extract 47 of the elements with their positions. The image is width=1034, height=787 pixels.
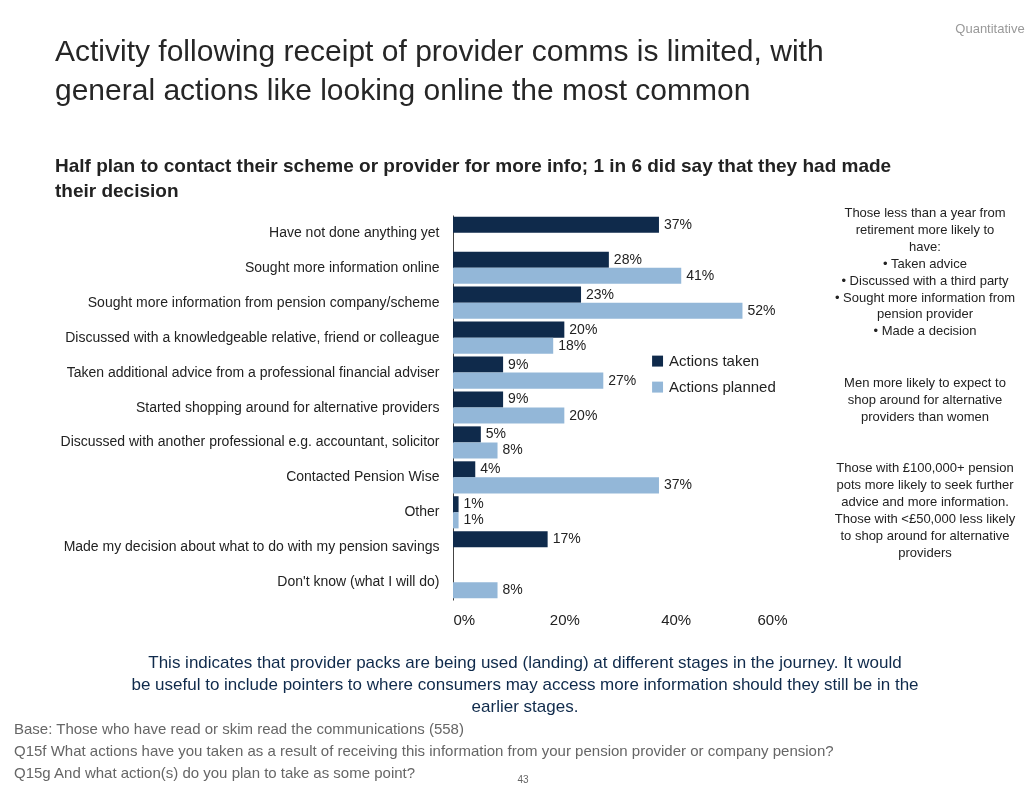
- data-label: 1%: [463, 511, 484, 528]
- data-label: 18%: [558, 336, 587, 353]
- text: This indicates that provider packs are being used (landing) at different stages in the journey. It would be useful to include pointers to where consumers may access more information should they still be in the earlier stages.: [131, 653, 919, 717]
- text: Quantitative: [955, 21, 1025, 36]
- data-label: 20%: [569, 320, 598, 337]
- data-label: 5%: [485, 425, 507, 442]
- x-tick-label: 40%: [661, 610, 692, 628]
- data-label: 37%: [663, 476, 692, 493]
- text: Those less than a year from retirement more likely to have: • Taken advice • Discussed with a third party • Sought more information from pension provider • Made a decision: [834, 205, 1016, 339]
- data-label: 9%: [508, 355, 529, 372]
- x-tick-label: 20%: [549, 610, 580, 628]
- y-tick-label: Made my decision about what to do with my pension savings: [63, 538, 440, 555]
- text: Q15g And what action(s) do you plan to take as some point?: [14, 764, 416, 781]
- data-label: 41%: [686, 266, 715, 283]
- text: 43: [517, 774, 529, 785]
- y-tick-label: Don't know (what I will do): [277, 573, 440, 590]
- data-label: 52%: [747, 301, 776, 318]
- text: Those with £100,000+ pension pots more likely to seek further advice and more information. Those with <£50,000 less likely to shop around for alternative providers: [834, 460, 1016, 560]
- data-label: 4%: [480, 460, 501, 477]
- data-label: 8%: [502, 581, 523, 598]
- y-tick-label: Taken additional advice from a professional financial adviser: [66, 363, 440, 380]
- y-tick-label: Sought more information online: [244, 258, 440, 275]
- y-tick-label: Discussed with a knowledgeable relative, friend or colleague: [65, 328, 440, 345]
- text: Men more likely to expect to shop around for alternative providers than women: [844, 375, 1006, 424]
- y-tick-label: Have not done anything yet: [269, 223, 440, 240]
- data-label: 8%: [502, 441, 523, 458]
- y-tick-label: Contacted Pension Wise: [286, 468, 440, 485]
- data-label: 20%: [569, 406, 598, 423]
- text: Base: Those who have read or skim read the communications (558): [14, 720, 464, 737]
- y-tick-label: Other: [404, 503, 440, 520]
- data-label: 9%: [508, 390, 529, 407]
- text: Q15f What actions have you taken as a result of receiving this information from your pension provider or company pension?: [14, 742, 834, 759]
- data-label: 17%: [552, 530, 581, 547]
- y-tick-label: Started shopping around for alternative providers: [135, 398, 440, 415]
- chart-title: Activity following receipt of provider comms is limited, with general actions like looking online the most common: [55, 34, 824, 106]
- data-label: 28%: [613, 250, 642, 267]
- data-label: 37%: [663, 215, 692, 232]
- y-tick-label: Discussed with another professional e.g. accountant, solicitor: [60, 433, 440, 450]
- x-tick-label: 60%: [757, 610, 788, 628]
- y-tick-label: Sought more information from pension company/scheme: [87, 293, 440, 310]
- legend-label: Actions taken: [669, 352, 760, 370]
- legend-label: Actions planned: [669, 378, 776, 396]
- x-tick-label: 0%: [453, 610, 476, 628]
- data-label: 23%: [586, 285, 615, 302]
- chart-subtitle: Half plan to contact their scheme or provider for more info; 1 in 6 did say that they had made their decision: [55, 155, 892, 201]
- data-label: 1%: [463, 495, 484, 512]
- data-label: 27%: [608, 371, 637, 388]
